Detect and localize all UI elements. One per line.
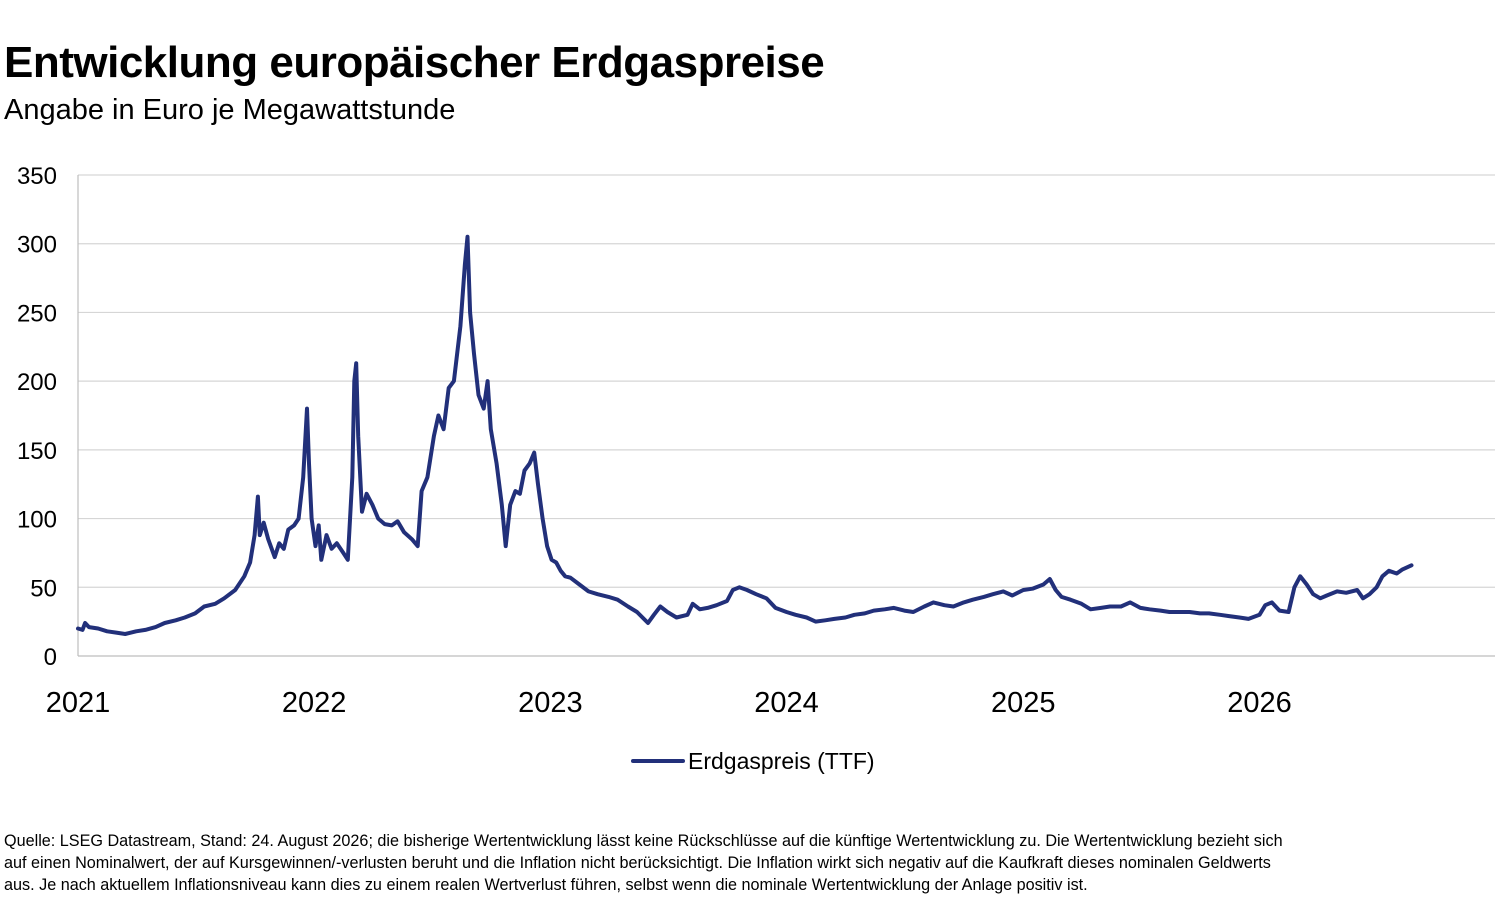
x-tick-label: 2022 (282, 687, 347, 719)
source-note: Quelle: LSEG Datastream, Stand: 24. Augu… (4, 832, 1283, 894)
chart-subtitle: Angabe in Euro je Megawattstunde (4, 94, 456, 126)
x-tick-label: 2024 (754, 687, 819, 719)
y-tick-label: 150 (17, 438, 57, 465)
legend-label: Erdgaspreis (TTF) (688, 748, 875, 774)
x-tick-label: 2025 (991, 687, 1056, 719)
x-axis-ticks: 2021 2022 2023 2024 2025 2026 (46, 687, 1292, 719)
y-tick-label: 100 (17, 507, 57, 534)
legend: Erdgaspreis (TTF) (631, 748, 875, 774)
y-tick-label: 300 (17, 232, 57, 259)
y-axis-ticks: 0 50 100 150 200 250 300 350 (17, 163, 57, 671)
y-tick-label: 50 (30, 575, 57, 602)
series-lines (76, 234, 1414, 636)
x-tick-label: 2026 (1227, 687, 1292, 719)
x-tick-label: 2021 (46, 687, 111, 719)
series-line-0 (76, 234, 1414, 636)
y-tick-label: 200 (17, 369, 57, 396)
chart-title: Entwicklung europäischer Erdgaspreise (4, 38, 825, 87)
x-tick-label: 2023 (518, 687, 583, 719)
y-tick-label: 0 (44, 644, 57, 671)
y-tick-label: 350 (17, 163, 57, 190)
gridlines (77, 174, 1495, 657)
y-tick-label: 250 (17, 300, 57, 327)
